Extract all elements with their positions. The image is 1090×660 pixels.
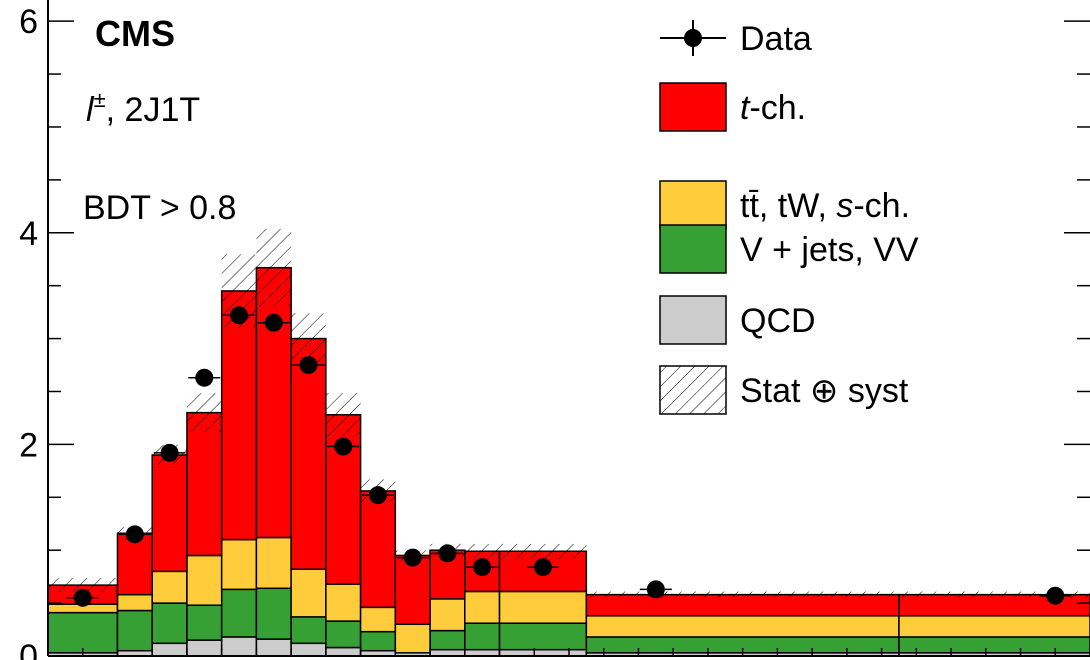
- bar-2-8: [359, 606, 397, 633]
- cut-label: BDT > 0.8: [83, 189, 236, 227]
- bar-2-2: [151, 570, 188, 604]
- channel-label-sup: ±: [94, 87, 106, 112]
- bar-3-4: [220, 290, 258, 541]
- data-point-14: [1046, 586, 1065, 605]
- bar-2-14: [898, 615, 1090, 638]
- legend-label-3: V + jets, VV: [740, 231, 919, 269]
- bar-1-2: [151, 602, 188, 645]
- data-point-0: [73, 588, 92, 607]
- data-point-5: [264, 313, 283, 332]
- ytick-label-2: 2: [19, 426, 38, 464]
- bar-1-12: [498, 622, 588, 651]
- legend: Data t-ch. tt̄, tW, s-ch. V + jets, VV QCD St…: [659, 20, 919, 415]
- legend-swatch-4: [659, 295, 727, 345]
- data-point-8: [368, 486, 387, 505]
- bar-2-1: [116, 593, 153, 612]
- legend-swatch-1: [659, 82, 727, 132]
- bar-2-9: [394, 623, 431, 654]
- channel-label: l±, 2J1T: [86, 87, 200, 129]
- legend-label-2: tt̄, tW, s-ch.: [740, 187, 910, 225]
- bar-2-6: [290, 568, 327, 618]
- bar-1-4: [220, 588, 258, 638]
- y-ticks: 0 2 4 6: [19, 3, 1090, 660]
- ytick-label-4: 4: [19, 215, 38, 253]
- bar-2-7: [325, 583, 362, 622]
- data-point-10: [438, 544, 457, 563]
- bar-1-7: [325, 620, 362, 649]
- data-point-2: [160, 443, 179, 462]
- stacked-bars: [48, 266, 1090, 656]
- bar-3-5: [255, 266, 292, 539]
- uncertainty-11: [464, 543, 500, 559]
- legend-swatch-5: [659, 365, 727, 415]
- channel-label-rest: , 2J1T: [106, 91, 200, 129]
- bar-3-6: [290, 337, 327, 570]
- bar-1-6: [290, 616, 327, 645]
- bar-1-5: [255, 587, 292, 640]
- data-point-6: [299, 356, 318, 375]
- x-ticks: [47, 648, 1090, 656]
- bar-1-3: [186, 604, 223, 641]
- bar-2-11: [464, 590, 501, 624]
- ytick-label-6: 6: [19, 3, 38, 41]
- bar-2-3: [186, 554, 223, 606]
- uncertainty-6: [291, 313, 326, 364]
- bar-0-5: [255, 638, 292, 656]
- legend-label-5: Stat ⊕ syst: [740, 372, 909, 410]
- data-point-1: [125, 525, 144, 544]
- bar-1-11: [464, 622, 501, 651]
- data-point-13: [646, 580, 665, 599]
- bar-1-1: [116, 609, 153, 652]
- channel-label-base: l: [86, 91, 95, 129]
- uncertainty-3: [186, 393, 222, 433]
- legend-label-1: t-ch.: [740, 89, 806, 127]
- uncertainty-7: [325, 393, 361, 437]
- bar-1-8: [359, 630, 397, 652]
- data-point-11: [473, 558, 492, 577]
- legend-label-data: Data: [740, 20, 812, 58]
- legend-swatch-3: [659, 224, 727, 274]
- uncertainty-5: [256, 228, 292, 307]
- bar-0-6: [290, 642, 327, 656]
- data-point-7: [334, 437, 353, 456]
- uncertainty-14: [898, 591, 1090, 598]
- bar-3-2: [151, 454, 188, 573]
- bar-0-2: [151, 642, 188, 656]
- ytick-label-0: 0: [19, 638, 38, 660]
- bar-2-4: [220, 538, 258, 591]
- data-point-3: [195, 368, 214, 387]
- bar-3-13: [585, 593, 900, 617]
- bar-1-0: [48, 611, 119, 654]
- bar-2-12: [498, 590, 588, 624]
- uncertainty-12: [499, 543, 587, 559]
- legend-swatch-2: [659, 180, 727, 230]
- bar-0-7: [325, 646, 362, 656]
- bar-2-5: [255, 536, 292, 590]
- uncertainty-0: [48, 578, 118, 593]
- data-point-9: [403, 548, 422, 567]
- bar-0-4: [220, 636, 258, 656]
- legend-label-4: QCD: [740, 302, 816, 340]
- bar-2-13: [585, 615, 900, 638]
- data-point-12: [533, 558, 552, 577]
- bar-3-3: [186, 411, 223, 557]
- bar-1-10: [429, 629, 466, 651]
- experiment-label: CMS: [95, 13, 175, 54]
- uncertainty-13: [586, 591, 899, 598]
- legend-marker-point: [684, 29, 702, 47]
- bar-1-14: [898, 636, 1090, 654]
- bar-2-10: [429, 598, 466, 632]
- bar-0-3: [186, 639, 223, 656]
- bar-3-8: [359, 490, 397, 609]
- data-points: [66, 306, 1072, 607]
- data-point-4: [230, 306, 249, 325]
